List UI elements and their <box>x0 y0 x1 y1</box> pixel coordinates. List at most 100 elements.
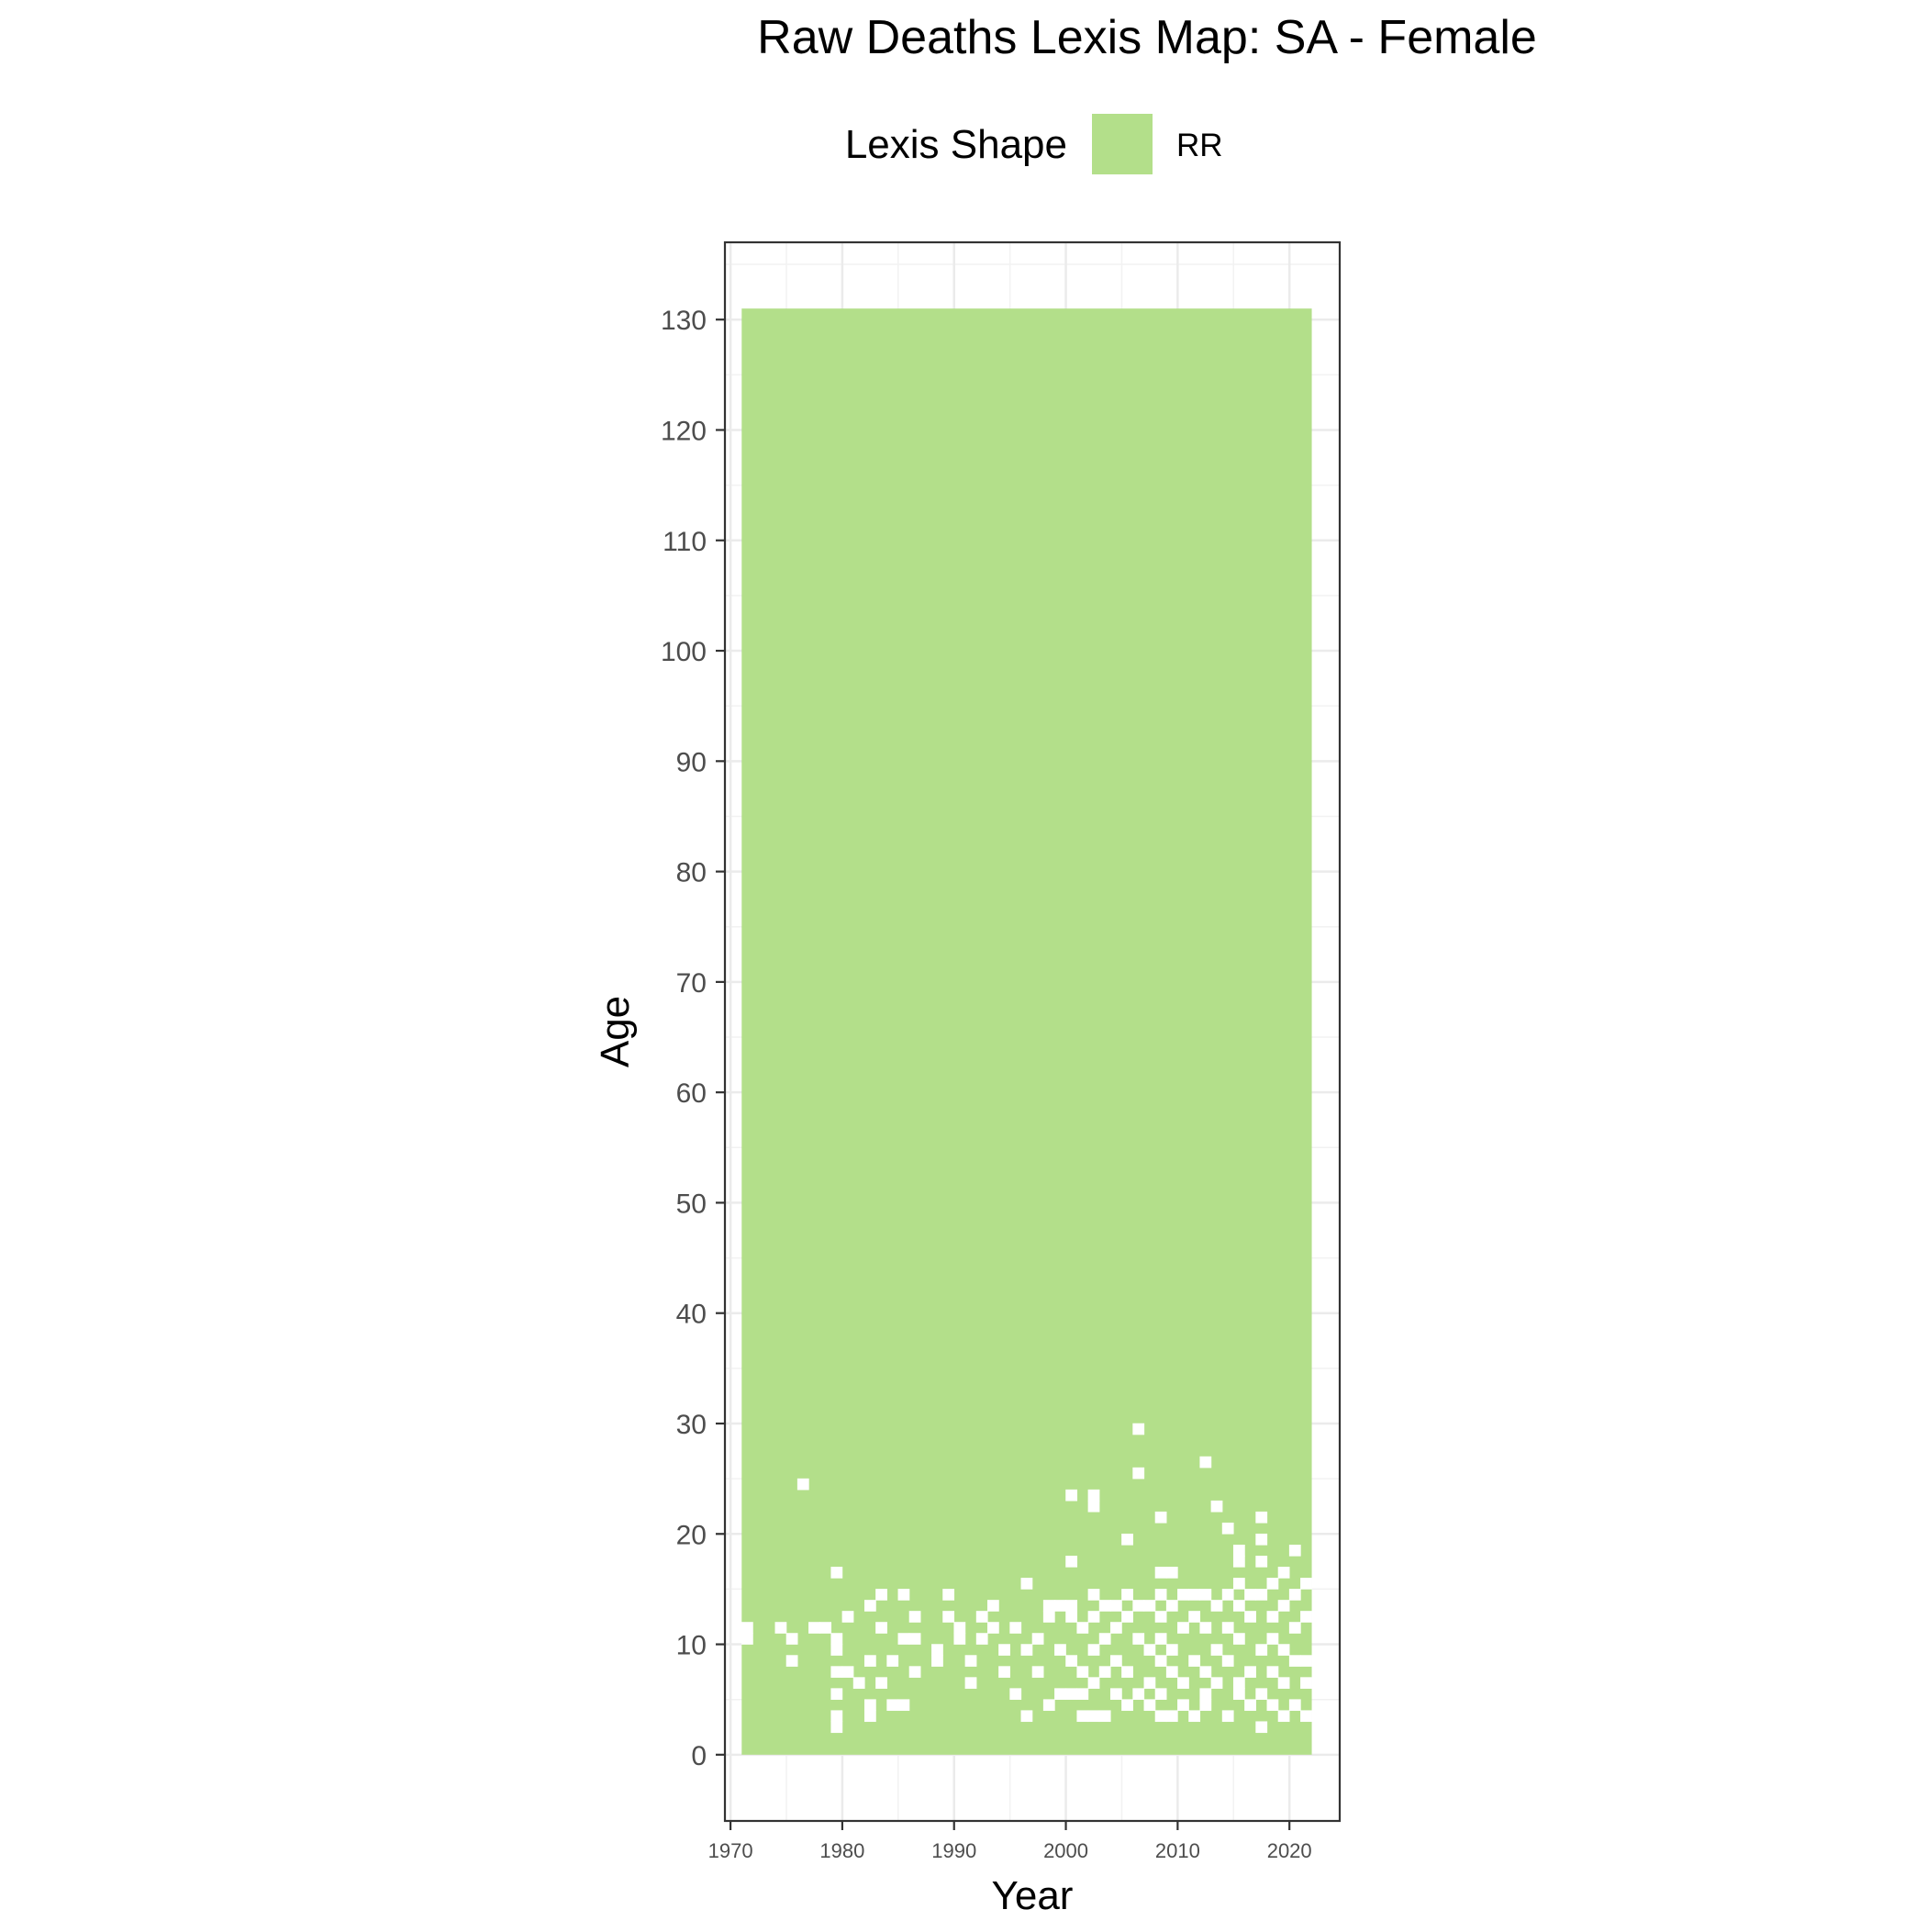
missing-cell <box>1300 1677 1312 1689</box>
x-tick-label: 2020 <box>1267 1839 1312 1862</box>
missing-cell <box>1232 1688 1245 1700</box>
missing-cell <box>1165 1710 1178 1723</box>
missing-cell <box>1165 1567 1178 1579</box>
missing-cell <box>1121 1699 1133 1712</box>
missing-cell <box>1020 1710 1033 1723</box>
missing-cell <box>1300 1611 1312 1623</box>
missing-cell <box>875 1677 887 1689</box>
missing-cell <box>1177 1622 1189 1634</box>
missing-cell <box>1288 1622 1301 1634</box>
missing-cell <box>1266 1699 1279 1712</box>
missing-cell <box>863 1699 876 1712</box>
missing-cell <box>1121 1589 1133 1601</box>
missing-cell <box>1288 1699 1301 1712</box>
missing-cell <box>1132 1688 1145 1700</box>
x-tick-label: 2000 <box>1043 1839 1088 1862</box>
missing-cell <box>875 1622 887 1634</box>
missing-cell <box>1177 1677 1189 1689</box>
y-tick-label: 0 <box>691 1741 707 1771</box>
missing-cell <box>1165 1600 1178 1612</box>
missing-cell <box>1109 1688 1122 1700</box>
missing-cell <box>1109 1622 1122 1634</box>
missing-cell <box>931 1644 943 1656</box>
legend-label-rr: RR <box>1176 128 1223 163</box>
missing-cell <box>796 1478 809 1491</box>
missing-cell <box>1232 1633 1245 1645</box>
legend-title: Lexis Shape <box>845 122 1067 167</box>
missing-cell <box>841 1611 854 1623</box>
missing-cell <box>1232 1677 1245 1689</box>
missing-cell <box>1076 1622 1089 1634</box>
missing-cell <box>1098 1633 1111 1645</box>
x-tick-label: 1980 <box>819 1839 864 1862</box>
missing-cell <box>1266 1611 1279 1623</box>
missing-cell <box>1255 1589 1268 1601</box>
missing-cell <box>942 1611 955 1623</box>
y-tick-label: 110 <box>663 527 707 557</box>
missing-cell <box>1199 1699 1212 1712</box>
missing-cell <box>908 1633 921 1645</box>
missing-cell <box>1188 1710 1201 1723</box>
missing-cell <box>1042 1611 1055 1623</box>
missing-cell <box>1188 1589 1201 1601</box>
missing-cell <box>1009 1688 1022 1700</box>
y-tick-label: 90 <box>676 747 707 777</box>
missing-cell <box>1165 1666 1178 1678</box>
missing-cell <box>1154 1511 1167 1524</box>
missing-cell <box>1165 1644 1178 1656</box>
missing-cell <box>1188 1611 1201 1623</box>
missing-cell <box>1132 1467 1145 1480</box>
missing-cell <box>1199 1456 1212 1469</box>
missing-cell <box>1031 1633 1044 1645</box>
missing-cell <box>1098 1666 1111 1678</box>
missing-cell <box>931 1655 943 1667</box>
missing-cell <box>863 1710 876 1723</box>
missing-cell <box>1121 1533 1133 1546</box>
missing-cell <box>1154 1655 1167 1667</box>
missing-cell <box>1199 1589 1212 1601</box>
panel-border <box>723 240 1342 1823</box>
missing-cell <box>897 1633 910 1645</box>
missing-cell <box>1009 1622 1022 1634</box>
missing-cell <box>1300 1655 1312 1667</box>
missing-cell <box>1221 1622 1234 1634</box>
missing-cell <box>986 1622 999 1634</box>
missing-cell <box>1199 1622 1212 1634</box>
missing-cell <box>1277 1567 1290 1579</box>
missing-cell <box>1087 1710 1100 1723</box>
missing-cell <box>1221 1710 1234 1723</box>
legend-key-rr <box>1092 114 1153 174</box>
missing-cell <box>886 1699 899 1712</box>
missing-cell <box>1154 1589 1167 1601</box>
missing-cell <box>1054 1688 1066 1700</box>
missing-cell <box>1020 1578 1033 1590</box>
x-axis-label: Year <box>992 1873 1074 1918</box>
missing-cell <box>741 1633 753 1645</box>
x-axis: 1970 1980 1990 2000 2010 2020 <box>708 1821 1312 1862</box>
missing-cell <box>1232 1545 1245 1557</box>
x-tick-label: 1990 <box>931 1839 976 1862</box>
missing-cell <box>1266 1633 1279 1645</box>
missing-cell <box>1277 1644 1290 1656</box>
missing-cell <box>908 1666 921 1678</box>
missing-cell <box>1188 1655 1201 1667</box>
missing-cell <box>908 1611 921 1623</box>
missing-cell <box>1255 1644 1268 1656</box>
missing-cell <box>1143 1600 1156 1612</box>
missing-cell <box>875 1589 887 1601</box>
data-layer <box>741 308 1312 1755</box>
missing-cell <box>1244 1611 1256 1623</box>
missing-cell <box>1054 1600 1066 1612</box>
missing-cell <box>830 1633 843 1645</box>
y-tick-label: 70 <box>676 968 707 999</box>
missing-cell <box>808 1622 820 1634</box>
y-tick-label: 10 <box>676 1631 707 1661</box>
missing-cell <box>1300 1710 1312 1723</box>
lexis-area-rr <box>741 308 1312 1755</box>
missing-cell <box>1154 1633 1167 1645</box>
missing-cell <box>1109 1600 1122 1612</box>
missing-cell <box>897 1699 910 1712</box>
missing-cell <box>1087 1589 1100 1601</box>
y-tick-label: 60 <box>676 1078 707 1109</box>
missing-cell <box>975 1611 988 1623</box>
